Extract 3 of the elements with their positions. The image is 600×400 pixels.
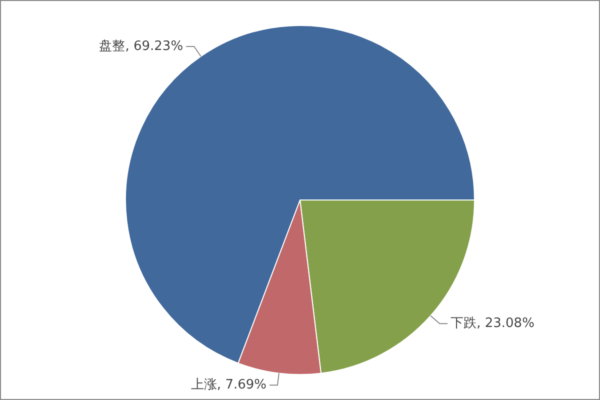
slice-label: 下跌, 23.08%	[450, 316, 534, 332]
slice-label: 盘整, 69.23%	[99, 38, 184, 54]
slice-label: 上涨, 7.69%	[190, 378, 266, 393]
